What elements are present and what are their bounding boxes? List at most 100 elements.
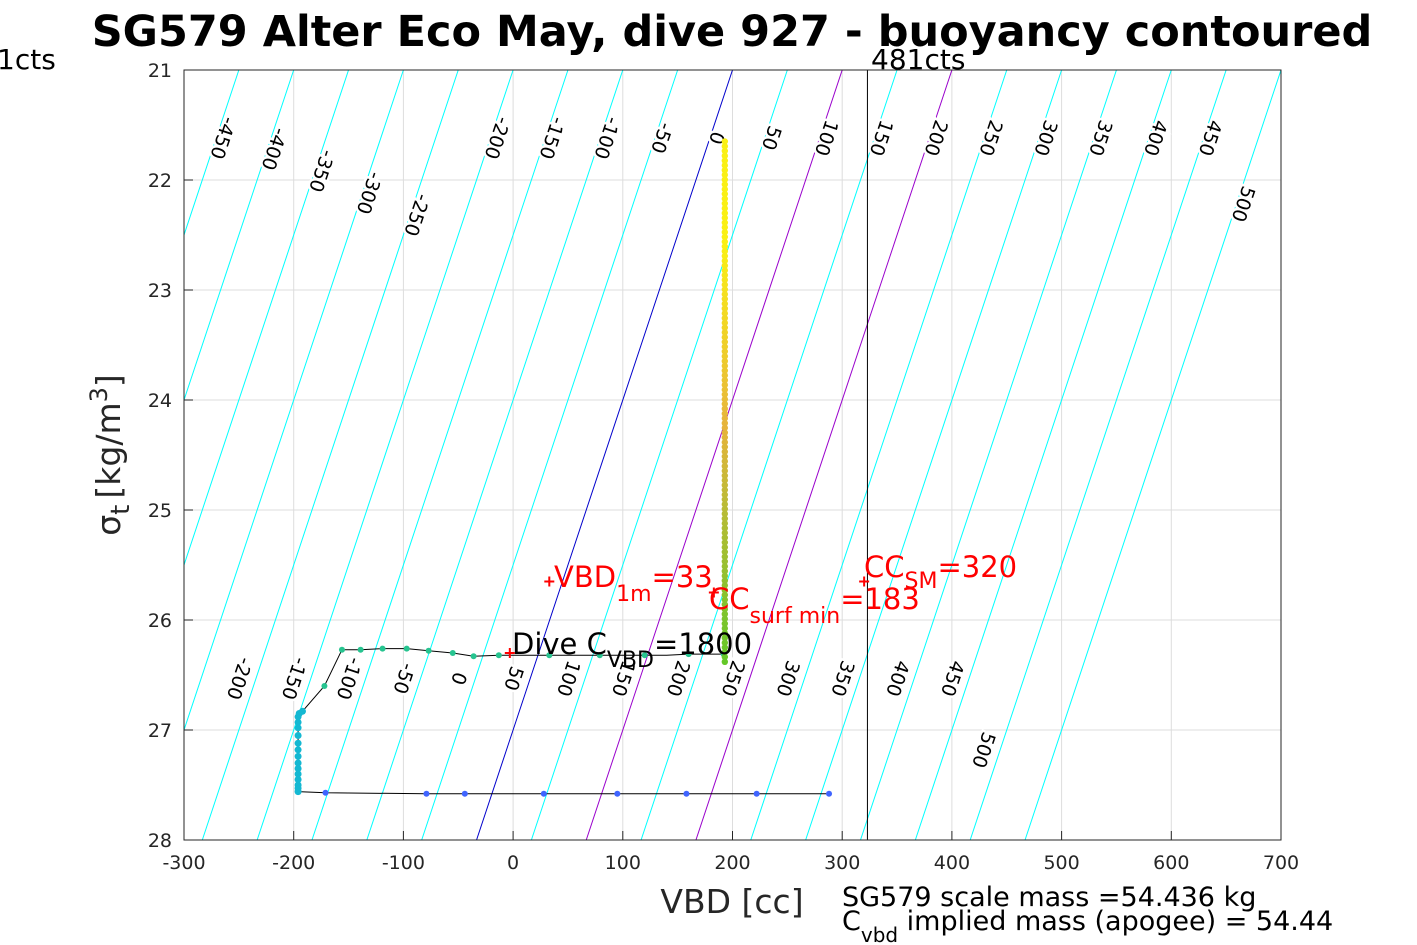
ascent-column-point [721, 520, 729, 527]
y-tick-label: 24 [148, 390, 172, 412]
ascent-column-point [721, 501, 729, 508]
ascent-point [338, 646, 345, 653]
ascent-column-point [721, 271, 729, 279]
bottom-point [294, 765, 302, 772]
ascent-column-point [721, 219, 729, 226]
ascent-column-point [721, 152, 729, 160]
ascent-column-point [721, 496, 729, 503]
ascent-column-point [721, 610, 729, 618]
ascent-column-point [721, 491, 729, 498]
ascent-column-point [721, 162, 729, 169]
ascent-column-point [721, 534, 729, 541]
ascent-point [685, 651, 692, 658]
ascent-column-point [721, 391, 729, 398]
bottom-point [294, 746, 302, 754]
ascent-column-point [721, 367, 729, 374]
ascent-column-point [721, 186, 729, 193]
ascent-column-point [721, 481, 729, 489]
bottom-point [294, 718, 302, 726]
ascent-column-point [721, 515, 729, 522]
ascent-column-point [721, 195, 729, 202]
ascent-column-point [721, 548, 729, 556]
ascent-column-point [721, 176, 729, 183]
x-tick-label: 0 [507, 852, 519, 874]
y-tick-label: 23 [148, 280, 172, 302]
ascent-column-point [721, 147, 729, 155]
ascent-column-point [721, 262, 729, 269]
ascent-column-point [721, 486, 729, 494]
ascent-column-point [721, 567, 729, 575]
ascent-column-point [721, 143, 729, 150]
ascent-column-point [721, 429, 729, 436]
contour-line--450 [184, 70, 240, 237]
ascent-column-point [721, 305, 729, 312]
ascent-column-point [721, 324, 729, 331]
ascent-column-point [721, 224, 729, 231]
ascent-column-point [721, 319, 729, 327]
contour-line--50 [421, 70, 679, 840]
ascent-column-point [721, 544, 729, 551]
descent-point [753, 790, 760, 797]
ascent-column-point [721, 300, 729, 307]
x-tick-label: -100 [382, 852, 425, 874]
ascent-column-point [721, 205, 729, 212]
ascent-column-point [721, 448, 729, 455]
contour-line--400 [184, 70, 295, 402]
ascent-column-point [721, 166, 729, 174]
ascent-column-point [721, 214, 729, 222]
ascent-column-point [721, 439, 729, 446]
x-tick-label: -300 [162, 852, 205, 874]
scale-mass-text: SG579 scale mass =54.436 kg [842, 882, 1256, 913]
ascent-point [641, 652, 648, 659]
bottom-point [298, 707, 306, 715]
ascent-column-point [721, 510, 729, 518]
ascent-column-point [721, 353, 729, 360]
ascent-column-point [721, 615, 729, 623]
descent-point [614, 790, 621, 797]
ascent-column-point [721, 248, 729, 255]
cc-sm-annotation: CCSM=320 [864, 550, 1017, 594]
ascent-column-point [721, 415, 729, 422]
ascent-point [546, 652, 553, 659]
contour-line--300 [184, 70, 404, 732]
ascent-column-point [721, 295, 729, 303]
bottom-point [294, 752, 302, 760]
ascent-column-point [721, 276, 729, 284]
ascent-column-point [721, 434, 729, 441]
y-axis-label: σt[kg/m3] [85, 374, 136, 535]
descent-point [423, 790, 430, 797]
contour-line--350 [184, 70, 350, 567]
ascent-column-point [721, 372, 729, 379]
y-tick-label: 21 [148, 60, 172, 82]
y-tick-label: 22 [148, 170, 172, 192]
contour-line-200 [695, 70, 953, 840]
ascent-column-point [721, 601, 729, 608]
contour-line-350 [860, 70, 1117, 840]
ascent-column-point [721, 553, 729, 560]
ascent-column-point [721, 181, 729, 188]
ascent-column-point [721, 310, 729, 317]
ascent-column-point [721, 338, 729, 346]
x-axis-label: VBD [cc] [660, 882, 803, 921]
x-tick-label: 100 [605, 852, 641, 874]
ascent-column-point [721, 209, 729, 217]
buoyancy-contours [184, 70, 1281, 840]
ascent-column-point [721, 472, 729, 479]
ascent-column-point [721, 410, 729, 417]
ascent-column-point [721, 539, 729, 546]
ascent-column-point [721, 291, 729, 298]
ascent-column-point [721, 228, 729, 236]
contour-line-150 [640, 70, 898, 840]
red-markers [504, 576, 870, 658]
red-marker [504, 648, 515, 658]
ascent-column-point [721, 286, 729, 293]
ascent-column-point [721, 238, 729, 245]
ascent-column-point [721, 453, 729, 460]
ascent-column-point [721, 558, 729, 565]
ascent-column-point [721, 586, 729, 594]
implied-mass-text: Cvbd implied mass (apogee) = 54.44 [842, 906, 1333, 945]
ascent-column-point [721, 190, 729, 198]
ascent-column-point [721, 157, 729, 164]
ascent-column-point [721, 281, 729, 288]
bottom-point [294, 739, 302, 747]
